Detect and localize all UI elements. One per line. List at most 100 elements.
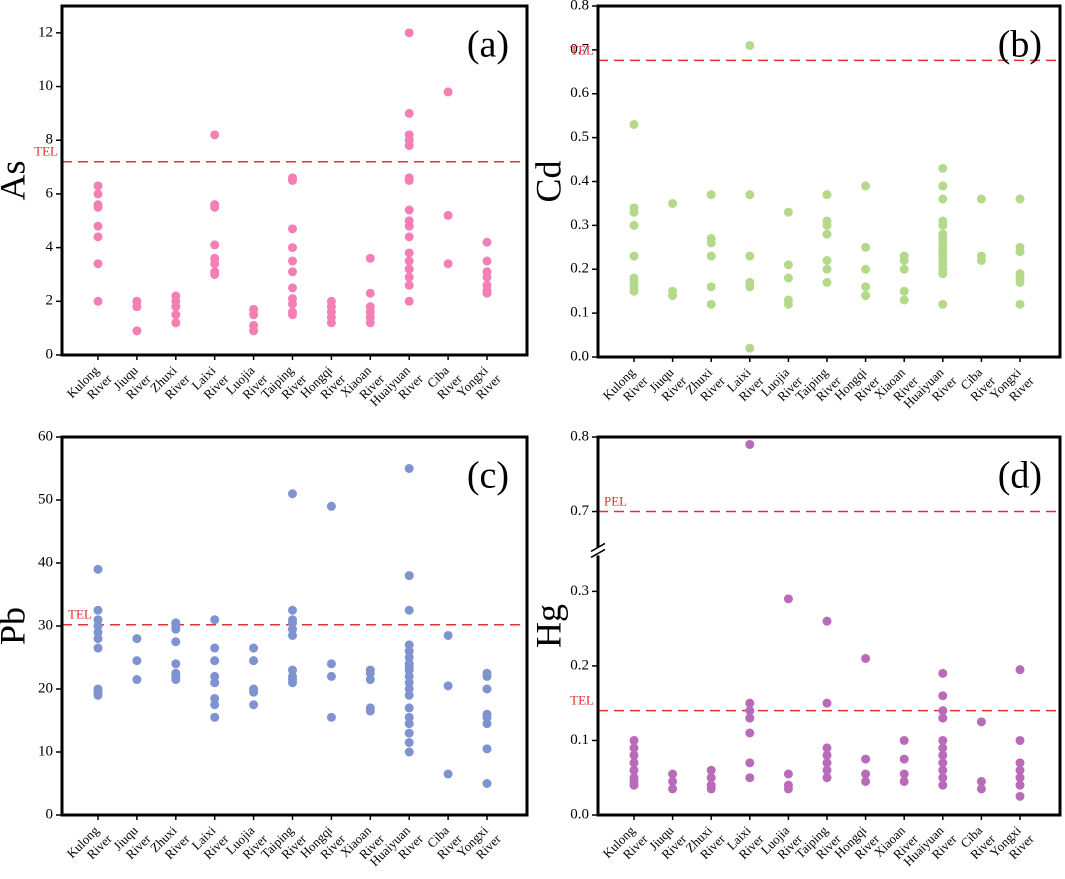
point bbox=[210, 130, 220, 140]
point bbox=[668, 291, 678, 301]
point bbox=[899, 769, 909, 779]
point bbox=[899, 754, 909, 764]
point bbox=[1015, 299, 1025, 309]
point bbox=[326, 318, 336, 328]
point bbox=[482, 272, 492, 282]
x-tick-label: Kulong River bbox=[600, 820, 652, 872]
point bbox=[629, 207, 639, 217]
point bbox=[938, 758, 948, 768]
point bbox=[938, 750, 948, 760]
point bbox=[822, 255, 832, 265]
point bbox=[93, 221, 103, 231]
point bbox=[210, 656, 220, 666]
x-tick-label: Yongxi River bbox=[454, 360, 505, 411]
point bbox=[899, 286, 909, 296]
point bbox=[288, 310, 297, 320]
point bbox=[404, 141, 414, 151]
point bbox=[210, 202, 220, 212]
y-axis-label: Pb bbox=[0, 607, 32, 645]
point bbox=[861, 242, 871, 252]
point bbox=[976, 255, 986, 265]
y-tick-label: 0 bbox=[46, 346, 54, 362]
point bbox=[404, 640, 414, 650]
y-axis-label: Cd bbox=[528, 160, 568, 202]
x-tick-label: Kulong River bbox=[64, 360, 116, 412]
point bbox=[210, 678, 220, 688]
point bbox=[132, 302, 142, 312]
point bbox=[706, 784, 716, 794]
point bbox=[1015, 665, 1025, 675]
plot-frame bbox=[596, 435, 1062, 817]
x-tick-label: Yongxi River bbox=[454, 820, 505, 871]
point bbox=[404, 28, 414, 38]
point bbox=[443, 87, 453, 97]
point bbox=[1015, 247, 1025, 257]
point bbox=[93, 181, 103, 191]
point bbox=[93, 564, 103, 574]
point bbox=[404, 738, 414, 748]
x-tick-label: Zhuxi River bbox=[682, 362, 728, 408]
point bbox=[976, 717, 986, 727]
x-tick-label: Yongxi River bbox=[987, 820, 1038, 871]
point bbox=[706, 282, 716, 292]
point bbox=[706, 773, 716, 783]
point bbox=[783, 784, 793, 794]
y-axis-label: Hg bbox=[528, 604, 568, 648]
point bbox=[326, 659, 336, 669]
y-tick-label: 6 bbox=[46, 185, 54, 201]
point bbox=[822, 698, 832, 708]
x-tick-label: Laixi River bbox=[189, 820, 232, 863]
y-tick-label: 0.2 bbox=[570, 657, 589, 673]
point bbox=[629, 765, 639, 775]
point bbox=[629, 220, 639, 230]
y-tick-label: 8 bbox=[46, 132, 54, 148]
point bbox=[482, 744, 492, 754]
point bbox=[976, 776, 986, 786]
point bbox=[822, 220, 832, 230]
point bbox=[404, 703, 414, 713]
point bbox=[404, 296, 414, 306]
point bbox=[938, 163, 948, 173]
point bbox=[482, 237, 492, 247]
point bbox=[861, 653, 871, 663]
point bbox=[288, 630, 297, 640]
point bbox=[404, 653, 414, 662]
point bbox=[1015, 277, 1025, 287]
point bbox=[288, 267, 297, 277]
point bbox=[132, 326, 142, 336]
point bbox=[938, 668, 948, 678]
y-tick-label: 0.5 bbox=[570, 129, 589, 145]
panel-label: (b) bbox=[998, 24, 1042, 66]
point bbox=[326, 671, 336, 681]
y-tick-label: 0.4 bbox=[570, 173, 589, 189]
point bbox=[1015, 791, 1025, 801]
point bbox=[822, 277, 832, 287]
point bbox=[210, 712, 220, 722]
point bbox=[443, 210, 453, 220]
point bbox=[210, 643, 220, 653]
point bbox=[1015, 758, 1025, 768]
point bbox=[822, 750, 832, 760]
point bbox=[899, 735, 909, 745]
point bbox=[629, 251, 639, 261]
point bbox=[404, 684, 414, 694]
point bbox=[93, 615, 103, 625]
point bbox=[404, 571, 414, 581]
point bbox=[822, 743, 832, 753]
x-tick-label: Huaiyuan River bbox=[900, 362, 960, 422]
y-tick-label: 10 bbox=[38, 78, 53, 94]
point bbox=[249, 326, 259, 336]
point bbox=[249, 310, 259, 320]
y-tick-label: 0.8 bbox=[570, 0, 589, 13]
point bbox=[171, 318, 181, 328]
x-tick-label: Huaiyuan River bbox=[367, 820, 427, 879]
point bbox=[93, 690, 103, 700]
point bbox=[938, 735, 948, 745]
point bbox=[443, 681, 453, 691]
point bbox=[404, 248, 414, 258]
y-tick-label: 0.1 bbox=[570, 732, 589, 748]
point bbox=[938, 691, 948, 701]
point bbox=[288, 176, 297, 185]
point bbox=[93, 621, 103, 631]
